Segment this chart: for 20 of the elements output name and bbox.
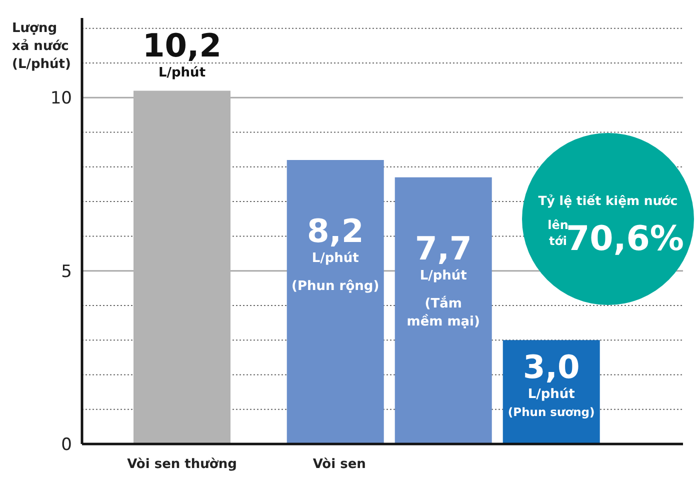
annotation: Tỷ lệ tiết kiệm nước — [538, 193, 678, 208]
y-tick-label: 0 — [61, 434, 72, 455]
annotation: L/phút — [528, 387, 575, 402]
y-tick-label: 10 — [50, 88, 72, 109]
data-label: 8,2 — [307, 212, 364, 250]
y-axis-title: Lượng xả nước (L/phút) — [12, 21, 71, 72]
text: Vòi sen — [312, 457, 366, 472]
y-tick-label: 5 — [61, 262, 72, 282]
data-label: 10,2 — [142, 26, 222, 65]
annotation: (Tắm mềm mại) — [406, 295, 480, 330]
data-label: 3,0 — [523, 348, 580, 386]
annotation: (Phun rộng) — [292, 279, 380, 294]
annotation: L/phút — [312, 251, 359, 266]
annotation: L/phút — [420, 268, 467, 284]
annotation: (Phun sương) — [508, 405, 595, 420]
annotation: L/phút — [158, 66, 206, 81]
annotation: 70,6% — [566, 219, 684, 259]
annotation: lên tới — [548, 218, 568, 248]
data-label: 7,7 — [415, 229, 472, 268]
x-tick-label: Vòi sen thường — [127, 457, 237, 472]
